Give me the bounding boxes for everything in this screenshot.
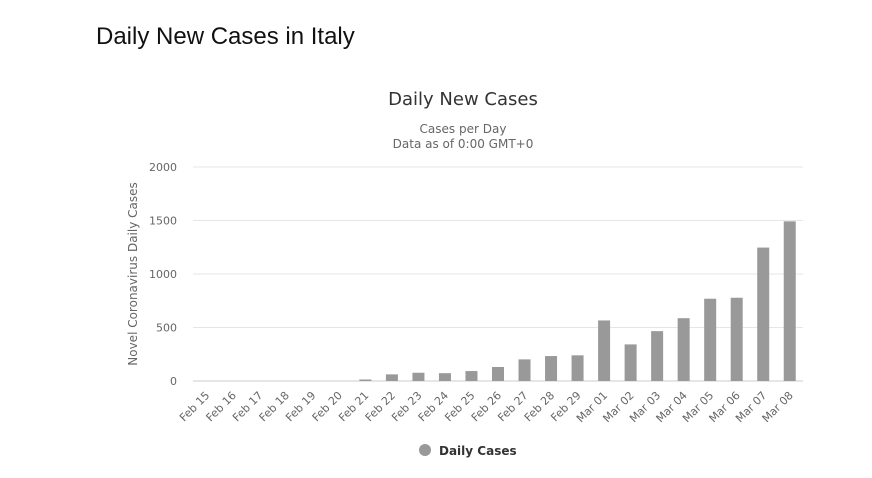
legend-marker [419,444,431,456]
bar[interactable] [359,379,372,381]
y-tick-label: 0 [170,375,177,388]
bar[interactable] [651,331,664,381]
bar[interactable] [492,366,504,381]
bar[interactable] [465,371,478,381]
chart-subtitle-line-1: Cases per Day [420,122,507,136]
y-tick-label: 2000 [149,161,177,174]
page-title: Daily New Cases in Italy [96,23,355,50]
bar[interactable] [624,344,637,381]
y-axis-label: Novel Coronavirus Daily Cases [126,182,140,365]
bar[interactable] [545,356,558,381]
bar[interactable] [598,320,611,381]
y-tick-label: 1500 [149,215,177,228]
bar[interactable] [571,355,584,381]
bar[interactable] [704,298,717,381]
chart-subtitle-line-2: Data as of 0:00 GMT+0 [393,137,534,151]
bar-series [359,221,796,381]
chart-title: Daily New Cases [388,89,538,110]
bar[interactable] [677,318,690,381]
bar[interactable] [730,297,743,381]
bar[interactable] [757,247,770,381]
bar[interactable] [385,374,398,381]
bar[interactable] [412,372,425,381]
bar[interactable] [783,221,796,381]
grid-lines [193,166,803,382]
legend-label[interactable]: Daily Cases [439,444,517,458]
y-tick-label: 500 [156,322,177,335]
y-tick-labels: 0 500 1000 1500 2000 [149,161,177,388]
bar[interactable] [518,359,531,381]
legend[interactable]: Daily Cases [419,444,517,458]
bar[interactable] [438,373,451,381]
y-tick-label: 1000 [149,268,177,281]
